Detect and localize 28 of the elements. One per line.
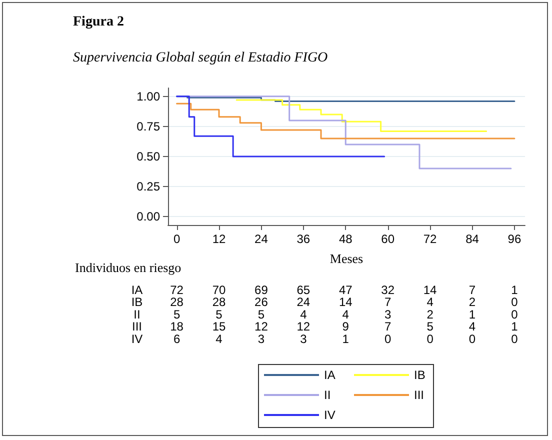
legend-label: IV — [324, 408, 336, 422]
x-tick-label: 24 — [254, 232, 268, 246]
x-axis-title: Meses — [330, 251, 364, 266]
chart-title: Figura 2 — [73, 14, 124, 30]
legend-label: IB — [414, 368, 426, 382]
x-tick-label: 0 — [173, 232, 180, 246]
y-tick-label: 0.00 — [136, 210, 160, 224]
x-tick-label: 84 — [466, 232, 480, 246]
text: Individuos en riesgo — [75, 260, 182, 275]
text: III 18 15 12 12 9 7 5 4 1 — [132, 320, 518, 334]
x-tick-label: 60 — [381, 232, 395, 246]
legend-label: IA — [324, 368, 336, 382]
x-tick-label: 48 — [338, 232, 353, 246]
text: II 5 5 5 4 4 3 2 1 0 — [134, 307, 518, 322]
text: IA 72 70 69 65 47 32 14 7 1 — [131, 283, 518, 297]
legend-label: II — [324, 388, 331, 402]
y-tick-label: 0.75 — [136, 119, 160, 134]
legend-label: III — [414, 388, 424, 402]
x-tick-label: 72 — [423, 232, 438, 246]
x-tick-label: 36 — [296, 232, 310, 246]
y-tick-label: 1.00 — [136, 89, 160, 104]
chart-subtitle: Supervivencia Global según el Estadio FIGO — [73, 50, 328, 66]
y-tick-label: 0.50 — [136, 150, 160, 164]
x-tick-label: 96 — [508, 232, 522, 246]
text: IB 28 28 26 24 14 7 4 2 0 — [131, 295, 518, 310]
text: IV 6 4 3 3 1 0 0 0 0 — [131, 332, 518, 346]
y-tick-label: 0.25 — [136, 180, 160, 194]
x-tick-label: 12 — [212, 232, 226, 246]
